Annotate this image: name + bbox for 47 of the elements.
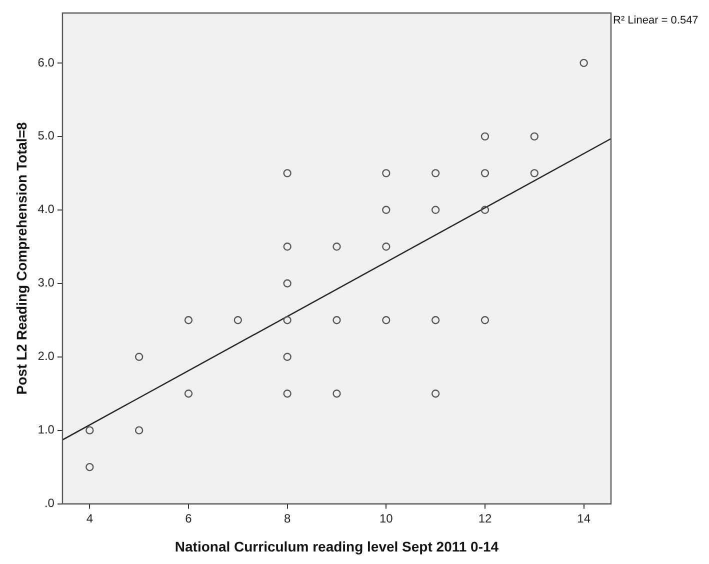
point <box>382 206 390 214</box>
point <box>283 279 292 288</box>
point <box>480 206 490 214</box>
point <box>332 389 341 398</box>
point <box>480 132 490 141</box>
x-tick-label: 14 <box>577 511 591 526</box>
y-tick-label: 6.0 <box>38 55 55 70</box>
point <box>382 169 390 178</box>
point <box>184 316 193 324</box>
text: R² Linear = 0.547 <box>613 14 698 27</box>
y-tick-label: .0 <box>44 496 55 510</box>
point <box>184 389 193 398</box>
point <box>431 316 440 324</box>
point <box>283 169 292 178</box>
point <box>283 352 292 361</box>
point <box>580 58 588 68</box>
y-tick-label: 4.0 <box>38 202 55 216</box>
point <box>134 352 144 361</box>
point <box>431 169 440 178</box>
point <box>382 316 390 324</box>
y-tick-label: 2.0 <box>38 349 55 364</box>
point <box>431 389 440 398</box>
point <box>382 242 390 251</box>
point <box>530 169 539 178</box>
y-axis-title: Post L2 Reading Comprehension Total=8 <box>13 122 30 395</box>
x-tick-label: 10 <box>379 511 394 526</box>
point <box>530 132 539 141</box>
point <box>234 316 242 324</box>
point <box>332 316 341 324</box>
point <box>431 206 440 214</box>
point <box>283 389 292 398</box>
x-tick-label: 12 <box>478 511 492 526</box>
point <box>480 316 490 324</box>
x-tick-label: 6 <box>185 511 192 526</box>
point <box>332 242 341 251</box>
point <box>283 316 292 324</box>
x-tick-label: 8 <box>284 511 291 526</box>
point <box>86 462 94 472</box>
point <box>480 169 490 178</box>
point <box>134 426 144 434</box>
x-tick-label: 4 <box>86 511 94 526</box>
x-axis-title: National Curriculum reading level Sept 2011 0-14 <box>174 538 499 554</box>
y-tick-label: 1.0 <box>38 422 55 437</box>
point <box>86 426 94 434</box>
y-tick-label: 3.0 <box>38 276 55 290</box>
y-tick-label: 5.0 <box>38 128 55 143</box>
point <box>283 242 292 251</box>
